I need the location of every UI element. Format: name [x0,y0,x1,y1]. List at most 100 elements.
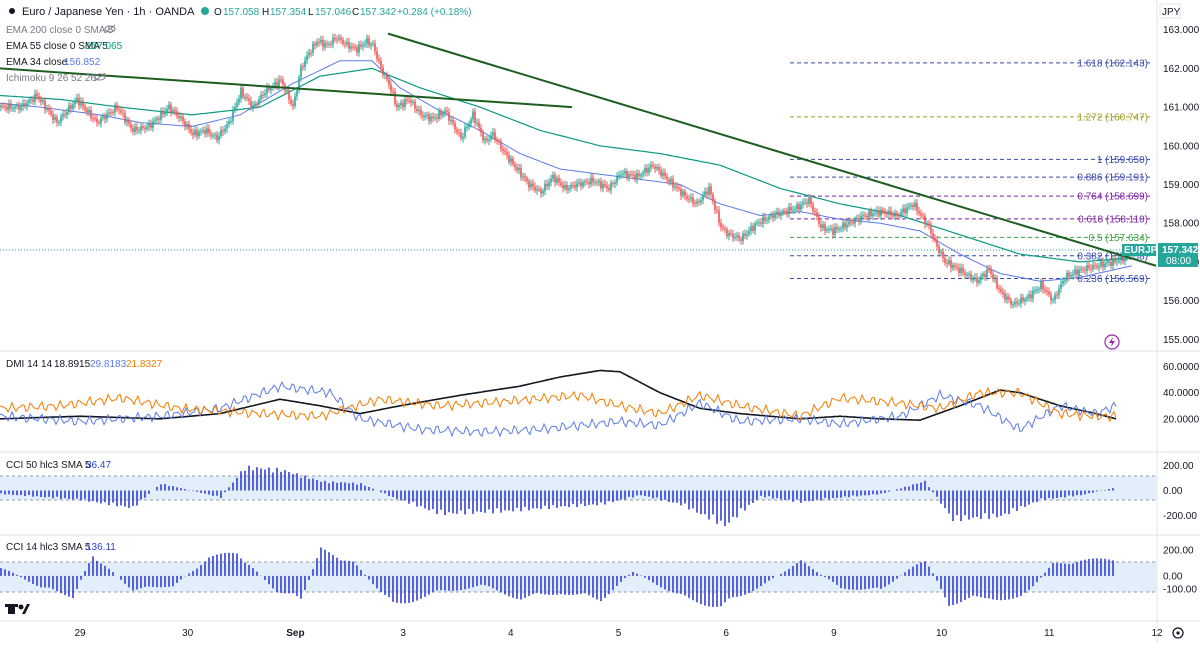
cci50-title[interactable]: CCI 50 hlc3 SMA 5 [6,460,91,471]
trendline-2[interactable] [387,32,1157,267]
currency-label[interactable]: JPY [1162,7,1181,18]
time-tick-label: 30 [182,628,194,639]
candle-body [514,164,516,168]
candle-body [172,110,174,113]
candle-body [1108,261,1110,263]
candle-body [108,112,110,114]
candle-body [64,114,66,116]
currency-box[interactable] [1159,3,1181,19]
candle-body [288,90,290,100]
price-tick-label: 163.000 [1163,25,1200,36]
candle-body [918,211,920,214]
dmi-tick-label: 60.0000 [1163,362,1200,373]
candle-body [630,174,632,176]
candle-body [542,191,544,194]
candle-body [1026,297,1028,300]
candle-body [1042,281,1044,290]
ema200-legend[interactable]: EMA 200 close 0 SMA 5 [6,25,114,36]
candle-body [832,228,834,235]
ichimoku-legend[interactable]: Ichimoku 9 26 52 26 [6,73,96,84]
time-axis[interactable]: 29 30 Sep 3 4 5 6 9 10 11 12 [74,628,1163,639]
candle-body [4,106,6,108]
candle-body [368,38,370,46]
candle-body [488,139,490,141]
candle-body [684,191,686,197]
candle-body [770,214,772,217]
candle-body [1078,269,1080,276]
candle-body [1032,290,1034,299]
candle-body [358,44,360,53]
time-tick-label: 5 [616,628,622,639]
candle-body [28,99,30,104]
trendline-1[interactable] [0,67,573,109]
price-tick-label: 158.000 [1163,219,1200,230]
ema55-legend[interactable]: EMA 55 close 0 SMA 5 [6,41,108,52]
candle-body [734,237,736,239]
symbol-title[interactable]: Euro / Japanese Yen · 1h · OANDA [22,6,195,18]
candle-body [196,130,198,137]
candle-body [100,118,102,124]
candle-body [836,227,838,230]
gear-icon[interactable] [1172,627,1184,639]
fib-level-label: 1.272 (160.747) [1077,112,1148,123]
candle-body [604,183,606,186]
candle-body [1092,265,1094,270]
candle-body [42,100,44,102]
candle-body [350,46,352,49]
cci14-title[interactable]: CCI 14 hlc3 SMA 5 [6,542,91,553]
candle-body [804,202,806,204]
candle-body [616,176,618,183]
candle-body [946,262,948,264]
candle-body [366,38,368,44]
candle-body [26,103,28,107]
trendlines[interactable] [0,32,1157,267]
cci14-band [0,562,1157,592]
candle-body [550,178,552,183]
candle-body [88,109,90,113]
symbol-status-icon [9,8,15,14]
dmi-value-minus: 21.8327 [126,359,163,370]
candle-body [540,189,542,194]
ema34-legend[interactable]: EMA 34 close [6,57,68,68]
lightning-icon[interactable] [1104,334,1120,350]
candle-body [468,123,470,127]
candle-body [854,218,856,224]
candle-body [484,138,486,141]
candle-body [1116,261,1118,263]
cci50-histogram [0,465,1114,527]
candle-body [692,197,694,204]
candle-body [498,140,500,142]
candle-body [324,43,326,48]
time-tick-label: 10 [936,628,948,639]
candle-body [362,45,364,47]
candle-body [268,86,270,91]
candle-body [24,103,26,107]
candle-body [650,164,652,168]
candlesticks [0,33,1134,309]
candle-body [532,183,534,187]
candle-body [352,46,354,48]
eye-slash-icon[interactable] [104,24,116,34]
candle-body [76,97,78,101]
high-value: 157.354 [270,7,307,18]
candle-body [424,115,426,118]
candle-body [448,112,450,122]
eye-slash-icon[interactable] [94,72,106,82]
candle-body [892,215,894,217]
candle-body [728,233,730,237]
candle-body [1054,294,1056,300]
candle-body [520,167,522,178]
candle-body [1080,268,1082,270]
candle-body [258,99,260,104]
candle-body [1046,291,1048,293]
candle-body [22,103,24,107]
candle-body [1004,293,1006,300]
candle-body [810,197,812,205]
candle-body [318,42,320,44]
price-axis[interactable]: 163.000 162.000 161.000 160.000 159.000 158.0… [1163,25,1200,595]
dmi-title[interactable]: DMI 14 14 [6,359,53,370]
candle-body [74,100,76,105]
candle-body [170,104,172,113]
candle-body [252,105,254,108]
